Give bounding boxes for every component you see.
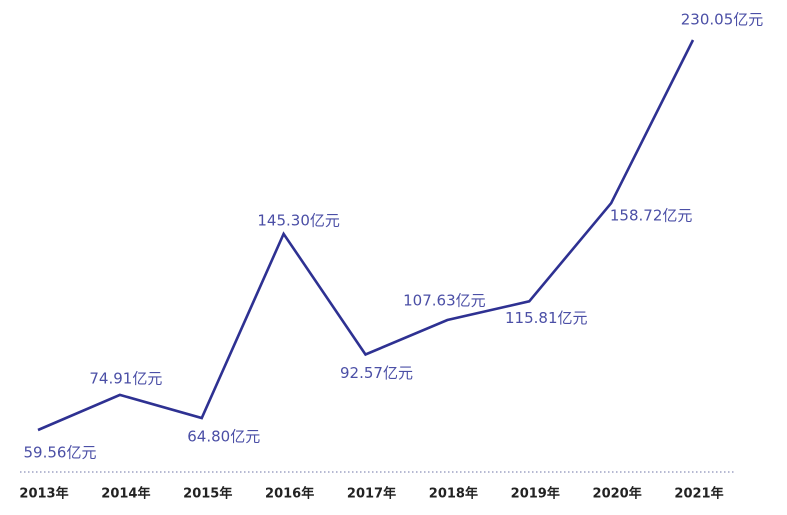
value-label: 158.72亿元 [610,207,693,225]
value-label: 64.80亿元 [187,428,260,446]
x-tick-label: 2021年 [674,486,723,502]
x-tick-label: 2018年 [429,486,478,502]
value-label: 92.57亿元 [340,364,413,382]
x-tick-label: 2014年 [101,486,150,502]
x-tick-label: 2015年 [183,486,232,502]
x-tick-label: 2017年 [347,486,396,502]
value-label: 145.30亿元 [257,211,340,229]
x-tick-label: 2013年 [19,486,68,502]
x-tick-label: 2016年 [265,486,314,502]
line [37,39,695,432]
value-label: 107.63亿元 [403,292,486,310]
x-tick-label: 2020年 [593,486,642,502]
value-label: 115.81亿元 [505,309,588,327]
value-label: 230.05亿元 [681,11,764,29]
value-label: 59.56亿元 [24,444,97,462]
value-label: 74.91亿元 [89,369,162,387]
x-tick-label: 2019年 [511,486,560,502]
